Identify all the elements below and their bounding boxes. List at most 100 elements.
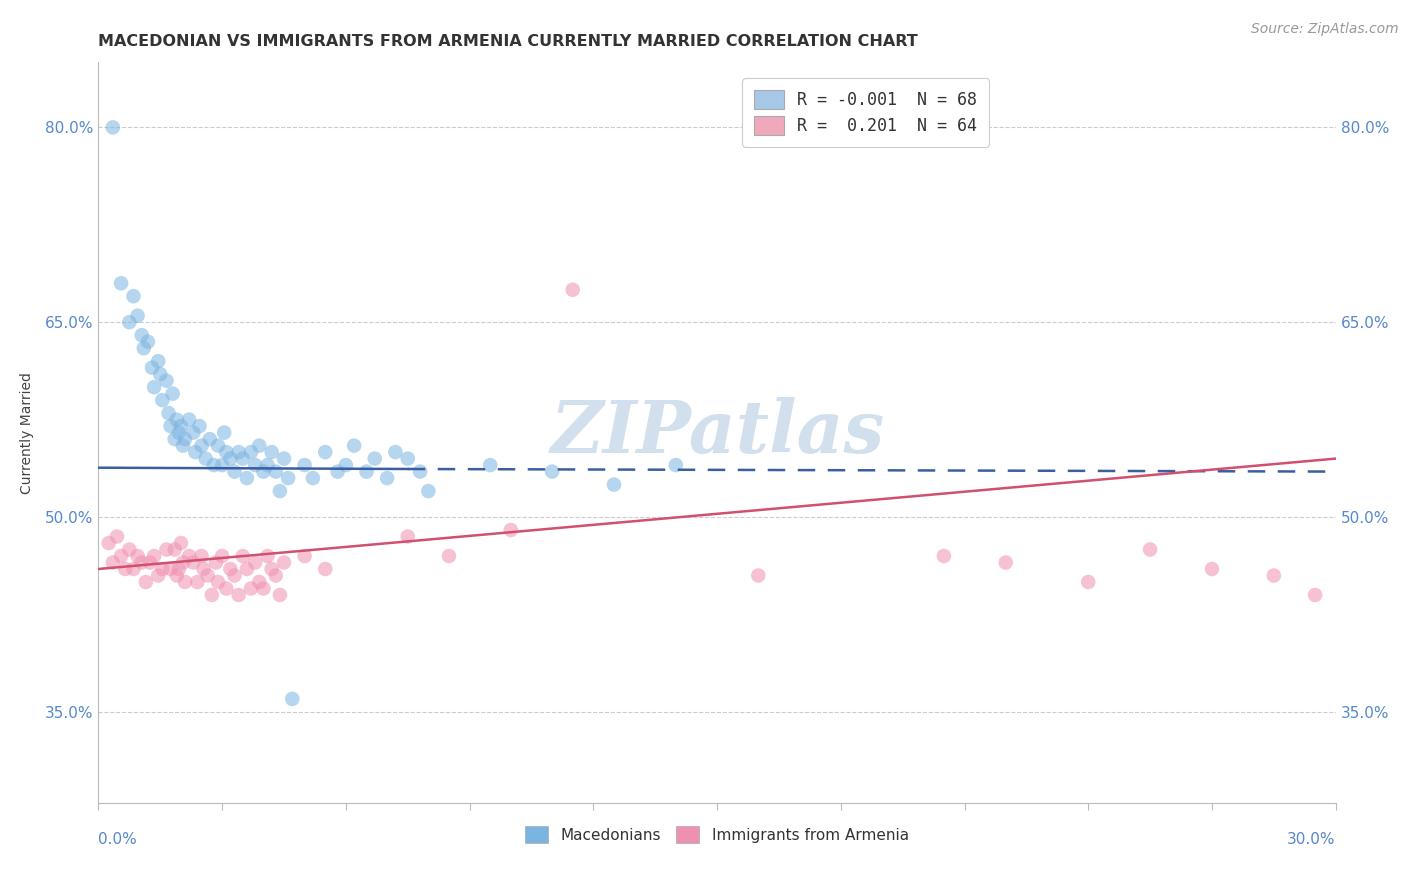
Text: 30.0%: 30.0%	[1288, 831, 1336, 847]
Point	[172, 556, 194, 570]
Point	[114, 562, 136, 576]
Point	[228, 588, 250, 602]
Point	[479, 458, 502, 472]
Point	[437, 549, 460, 563]
Point	[170, 536, 193, 550]
Point	[561, 283, 583, 297]
Point	[131, 556, 153, 570]
Point	[243, 556, 266, 570]
Point	[148, 354, 170, 368]
Point	[211, 458, 233, 472]
Point	[264, 568, 287, 582]
Point	[122, 562, 145, 576]
Point	[665, 458, 688, 472]
Point	[1201, 562, 1223, 576]
Point	[356, 465, 378, 479]
Point	[186, 574, 208, 589]
Point	[135, 574, 157, 589]
Point	[118, 315, 141, 329]
Point	[179, 412, 201, 426]
Point	[375, 471, 398, 485]
Point	[150, 393, 173, 408]
Point	[747, 568, 769, 582]
Point	[207, 439, 229, 453]
Point	[256, 458, 278, 472]
Point	[247, 574, 270, 589]
Point	[201, 588, 224, 602]
Point	[215, 445, 238, 459]
Point	[143, 549, 166, 563]
Point	[167, 562, 190, 576]
Point	[302, 471, 325, 485]
Point	[131, 328, 153, 343]
Text: ZIPatlas: ZIPatlas	[550, 397, 884, 468]
Point	[159, 419, 181, 434]
Point	[139, 556, 162, 570]
Point	[343, 439, 366, 453]
Point	[335, 458, 357, 472]
Point	[243, 458, 266, 472]
Point	[101, 556, 124, 570]
Point	[202, 458, 225, 472]
Point	[143, 380, 166, 394]
Point	[101, 120, 124, 135]
Point	[236, 562, 259, 576]
Point	[97, 536, 120, 550]
Point	[603, 477, 626, 491]
Point	[215, 582, 238, 596]
Point	[207, 574, 229, 589]
Point	[141, 360, 163, 375]
Point	[281, 692, 304, 706]
Point	[174, 432, 197, 446]
Point	[105, 529, 128, 543]
Point	[179, 549, 201, 563]
Point	[252, 465, 274, 479]
Point	[232, 549, 254, 563]
Point	[170, 419, 193, 434]
Point	[181, 556, 204, 570]
Point	[197, 568, 219, 582]
Point	[236, 471, 259, 485]
Point	[211, 549, 233, 563]
Y-axis label: Currently Married: Currently Married	[20, 372, 34, 493]
Point	[136, 334, 159, 349]
Point	[260, 445, 283, 459]
Point	[294, 458, 316, 472]
Point	[1365, 556, 1388, 570]
Point	[252, 582, 274, 596]
Point	[264, 465, 287, 479]
Point	[118, 542, 141, 557]
Point	[155, 542, 177, 557]
Point	[541, 465, 564, 479]
Point	[205, 556, 228, 570]
Point	[240, 582, 263, 596]
Point	[190, 439, 212, 453]
Legend: Macedonians, Immigrants from Armenia: Macedonians, Immigrants from Armenia	[517, 819, 917, 851]
Point	[409, 465, 432, 479]
Point	[396, 529, 419, 543]
Point	[1386, 574, 1406, 589]
Point	[149, 367, 172, 381]
Point	[148, 568, 170, 582]
Point	[159, 562, 181, 576]
Point	[166, 568, 188, 582]
Point	[384, 445, 406, 459]
Point	[110, 277, 132, 291]
Point	[219, 451, 242, 466]
Point	[314, 562, 336, 576]
Point	[181, 425, 204, 440]
Point	[314, 445, 336, 459]
Point	[1303, 588, 1326, 602]
Point	[184, 445, 207, 459]
Point	[224, 568, 246, 582]
Point	[273, 451, 295, 466]
Point	[219, 562, 242, 576]
Point	[256, 549, 278, 563]
Point	[294, 549, 316, 563]
Point	[240, 445, 263, 459]
Point	[1077, 574, 1099, 589]
Point	[188, 419, 211, 434]
Text: 0.0%: 0.0%	[98, 831, 138, 847]
Point	[194, 451, 217, 466]
Point	[167, 425, 190, 440]
